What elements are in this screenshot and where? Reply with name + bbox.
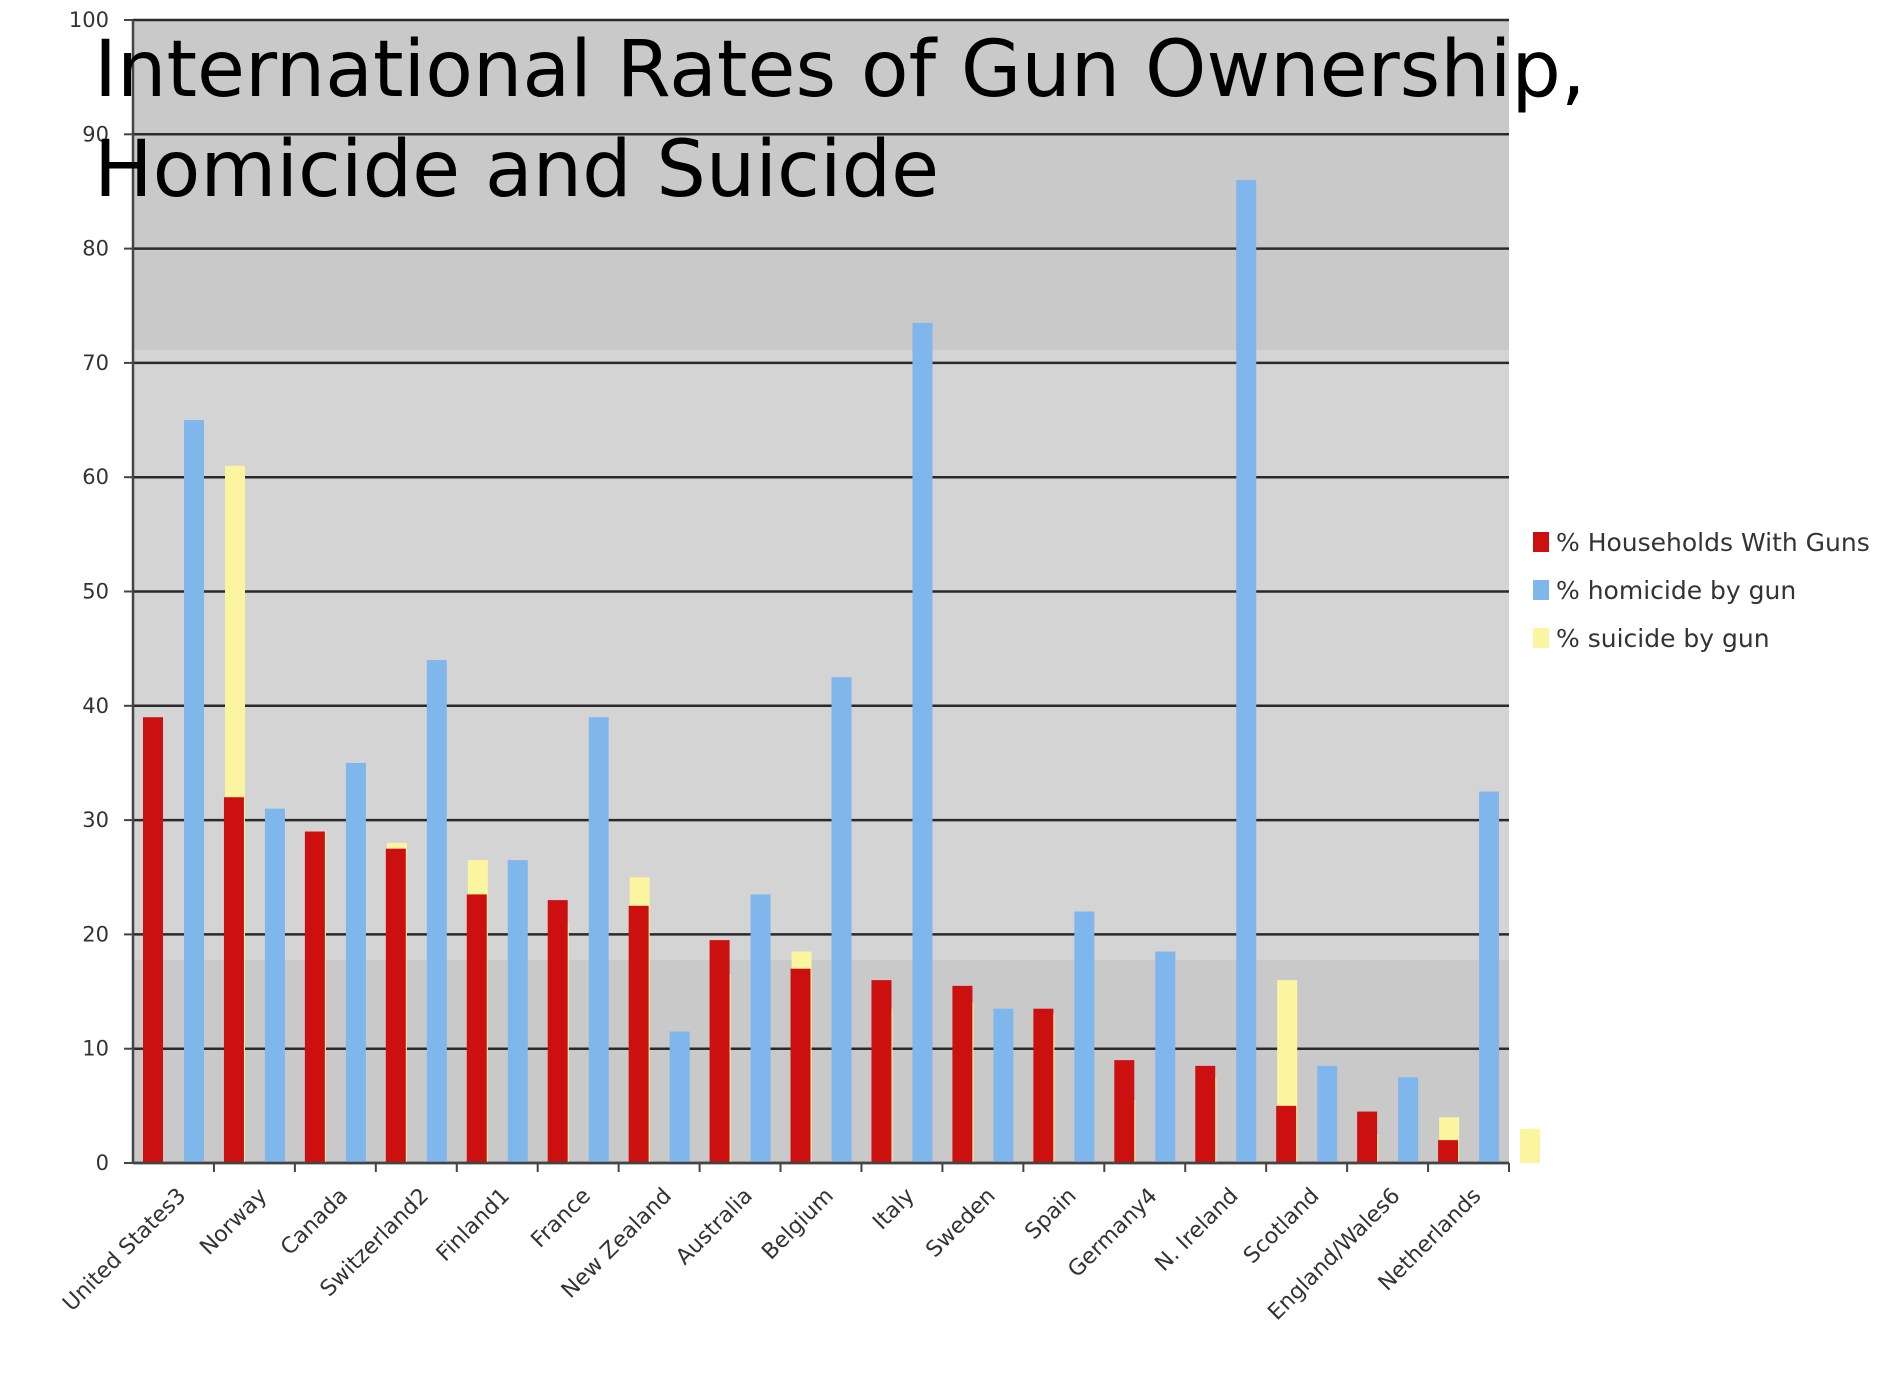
bar (385, 848, 406, 1163)
bar (1520, 1128, 1541, 1163)
bar (750, 894, 771, 1163)
y-tick-label: 20 (82, 922, 109, 946)
bar (1317, 1065, 1338, 1163)
bar (669, 1031, 690, 1163)
legend-label: % suicide by gun (1556, 624, 1770, 653)
plot-bottom-band (133, 960, 1509, 1163)
chart-title-line-2: Homicide and Suicide (94, 125, 940, 215)
bar (1479, 791, 1500, 1163)
bars (143, 180, 1541, 1163)
bar (1155, 951, 1176, 1163)
legend-swatch (1533, 628, 1549, 648)
bar (184, 420, 204, 1163)
legend-label: % homicide by gun (1556, 576, 1796, 605)
legend-swatch (1533, 580, 1549, 600)
bar (345, 762, 366, 1163)
bar (426, 660, 447, 1163)
x-tick-label: Scotland (1239, 1184, 1324, 1269)
x-tick-label: Canada (276, 1184, 353, 1261)
y-tick-label: 60 (82, 465, 109, 489)
chart-title-line-1: International Rates of Gun Ownership, (94, 25, 1586, 115)
bar (1074, 911, 1095, 1163)
bar (709, 940, 730, 1163)
x-tick-label: Sweden (922, 1184, 1001, 1263)
x-tick-label: France (527, 1184, 596, 1253)
y-tick-label: 90 (82, 122, 109, 146)
y-tick-label: 10 (82, 1037, 109, 1061)
x-tick-label: Australia (671, 1184, 757, 1270)
y-tick-label: 70 (82, 351, 109, 375)
bar (1357, 1111, 1378, 1163)
bar (507, 860, 528, 1163)
x-tick-label: United States3 (58, 1184, 191, 1317)
x-tick-label: Belgium (757, 1184, 838, 1265)
y-tick-label: 40 (82, 694, 109, 718)
x-tick-label: Finland1 (432, 1184, 515, 1267)
y-tick-label: 0 (96, 1151, 109, 1175)
y-tick-label: 50 (82, 580, 109, 604)
x-tick-label: Norway (195, 1184, 272, 1261)
bar (1276, 1105, 1297, 1163)
bar (1195, 1065, 1216, 1163)
bar (1033, 1008, 1054, 1163)
bar (952, 985, 973, 1163)
bar (304, 831, 325, 1163)
bar (993, 1008, 1014, 1163)
bar (1114, 1060, 1135, 1163)
plot-top-band (133, 20, 1509, 350)
bar (143, 717, 163, 1163)
chart-title: International Rates of Gun Ownership, Ho… (94, 20, 1586, 220)
bar (223, 797, 244, 1163)
legend-swatch (1533, 532, 1549, 552)
y-tick-label: 80 (82, 237, 109, 261)
x-tick-label: Spain (1020, 1184, 1081, 1245)
bar (1398, 1077, 1419, 1163)
y-tick-label: 30 (82, 808, 109, 832)
y-tick-label: 100 (69, 8, 109, 32)
bar (264, 808, 285, 1163)
bar (1438, 1140, 1459, 1163)
bar (871, 980, 892, 1163)
legend-label: % Households With Guns (1556, 528, 1870, 557)
bar (588, 717, 609, 1163)
bar (912, 322, 933, 1163)
x-tick-label: Italy (868, 1184, 919, 1235)
bar (790, 968, 811, 1163)
x-tick-label: N. Ireland (1150, 1184, 1243, 1277)
legend: % Households With Guns % homicide by gun%… (1533, 528, 1870, 653)
bar (547, 900, 568, 1163)
bar (466, 894, 487, 1163)
bar (628, 905, 649, 1163)
bar (831, 677, 852, 1163)
bar (1236, 180, 1257, 1163)
